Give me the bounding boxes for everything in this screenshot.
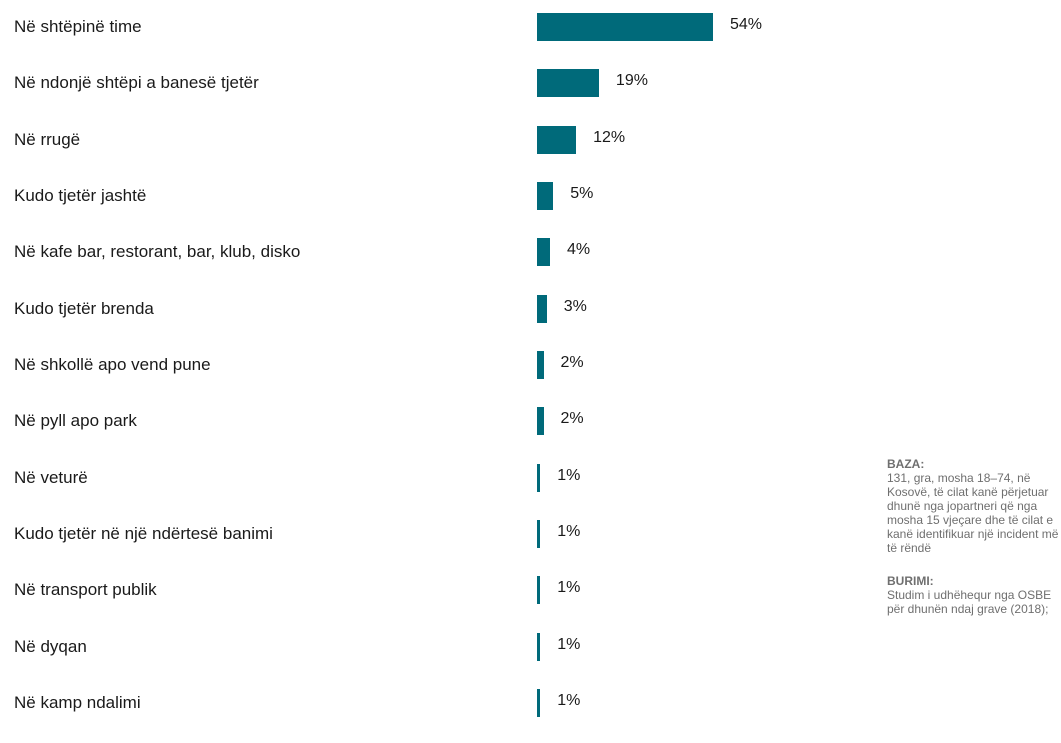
category-label: Në transport publik: [14, 580, 157, 600]
bar: [537, 463, 541, 492]
category-label: Në kamp ndalimi: [14, 692, 141, 712]
bar: [537, 181, 554, 210]
value-label: 12%: [593, 128, 626, 146]
category-label: Në dyqan: [14, 636, 87, 656]
value-label: 4%: [567, 241, 591, 259]
bar: [537, 238, 551, 267]
bar: [537, 125, 577, 154]
base-text: 131, gra, mosha 18–74, në Kosovë, të cil…: [887, 471, 1059, 555]
bar: [537, 576, 541, 605]
value-label: 3%: [563, 297, 587, 315]
value-label: 2%: [560, 353, 584, 371]
value-label: 1%: [557, 579, 581, 597]
chart-notes: BAZA: 131, gra, mosha 18–74, në Kosovë, …: [887, 457, 1059, 616]
category-label: Në shkollë apo vend pune: [14, 354, 211, 374]
value-label: 2%: [560, 410, 584, 428]
value-label: 1%: [557, 466, 581, 484]
value-label: 19%: [615, 72, 648, 90]
category-label: Në rrugë: [14, 129, 81, 149]
value-label: 5%: [570, 184, 594, 202]
bar: [537, 632, 541, 661]
bar: [537, 407, 544, 436]
category-label: Në shtëpinë time: [14, 17, 142, 36]
bar: [537, 294, 547, 323]
bar: [537, 519, 541, 548]
category-label: Në pyll apo park: [14, 411, 137, 431]
category-label: Në kafe bar, restorant, bar, klub, disko: [14, 242, 301, 262]
value-label: 54%: [730, 16, 763, 33]
source-title: BURIMI:: [887, 574, 934, 588]
value-label: 1%: [557, 635, 581, 653]
bar-chart: Në shtëpinë time 54% Në ndonjë shtëpi a ba…: [14, 13, 763, 717]
category-label: Në ndonjë shtëpi a banesë tjetër: [14, 73, 259, 93]
bar: [537, 350, 544, 379]
bar: [537, 688, 541, 717]
bar: [537, 13, 713, 41]
source-text: Studim i udhëhequr nga OSBE për dhunën n…: [887, 588, 1052, 616]
category-label: Kudo tjetër në një ndërtesë banimi: [14, 523, 273, 543]
category-label: Kudo tjetër jashtë: [14, 185, 147, 205]
category-label: Kudo tjetër brenda: [14, 298, 154, 318]
bar: [537, 69, 599, 98]
value-label: 1%: [557, 691, 581, 709]
value-label: 1%: [557, 522, 581, 540]
category-label: Në veturë: [14, 467, 88, 487]
base-title: BAZA:: [887, 457, 925, 471]
